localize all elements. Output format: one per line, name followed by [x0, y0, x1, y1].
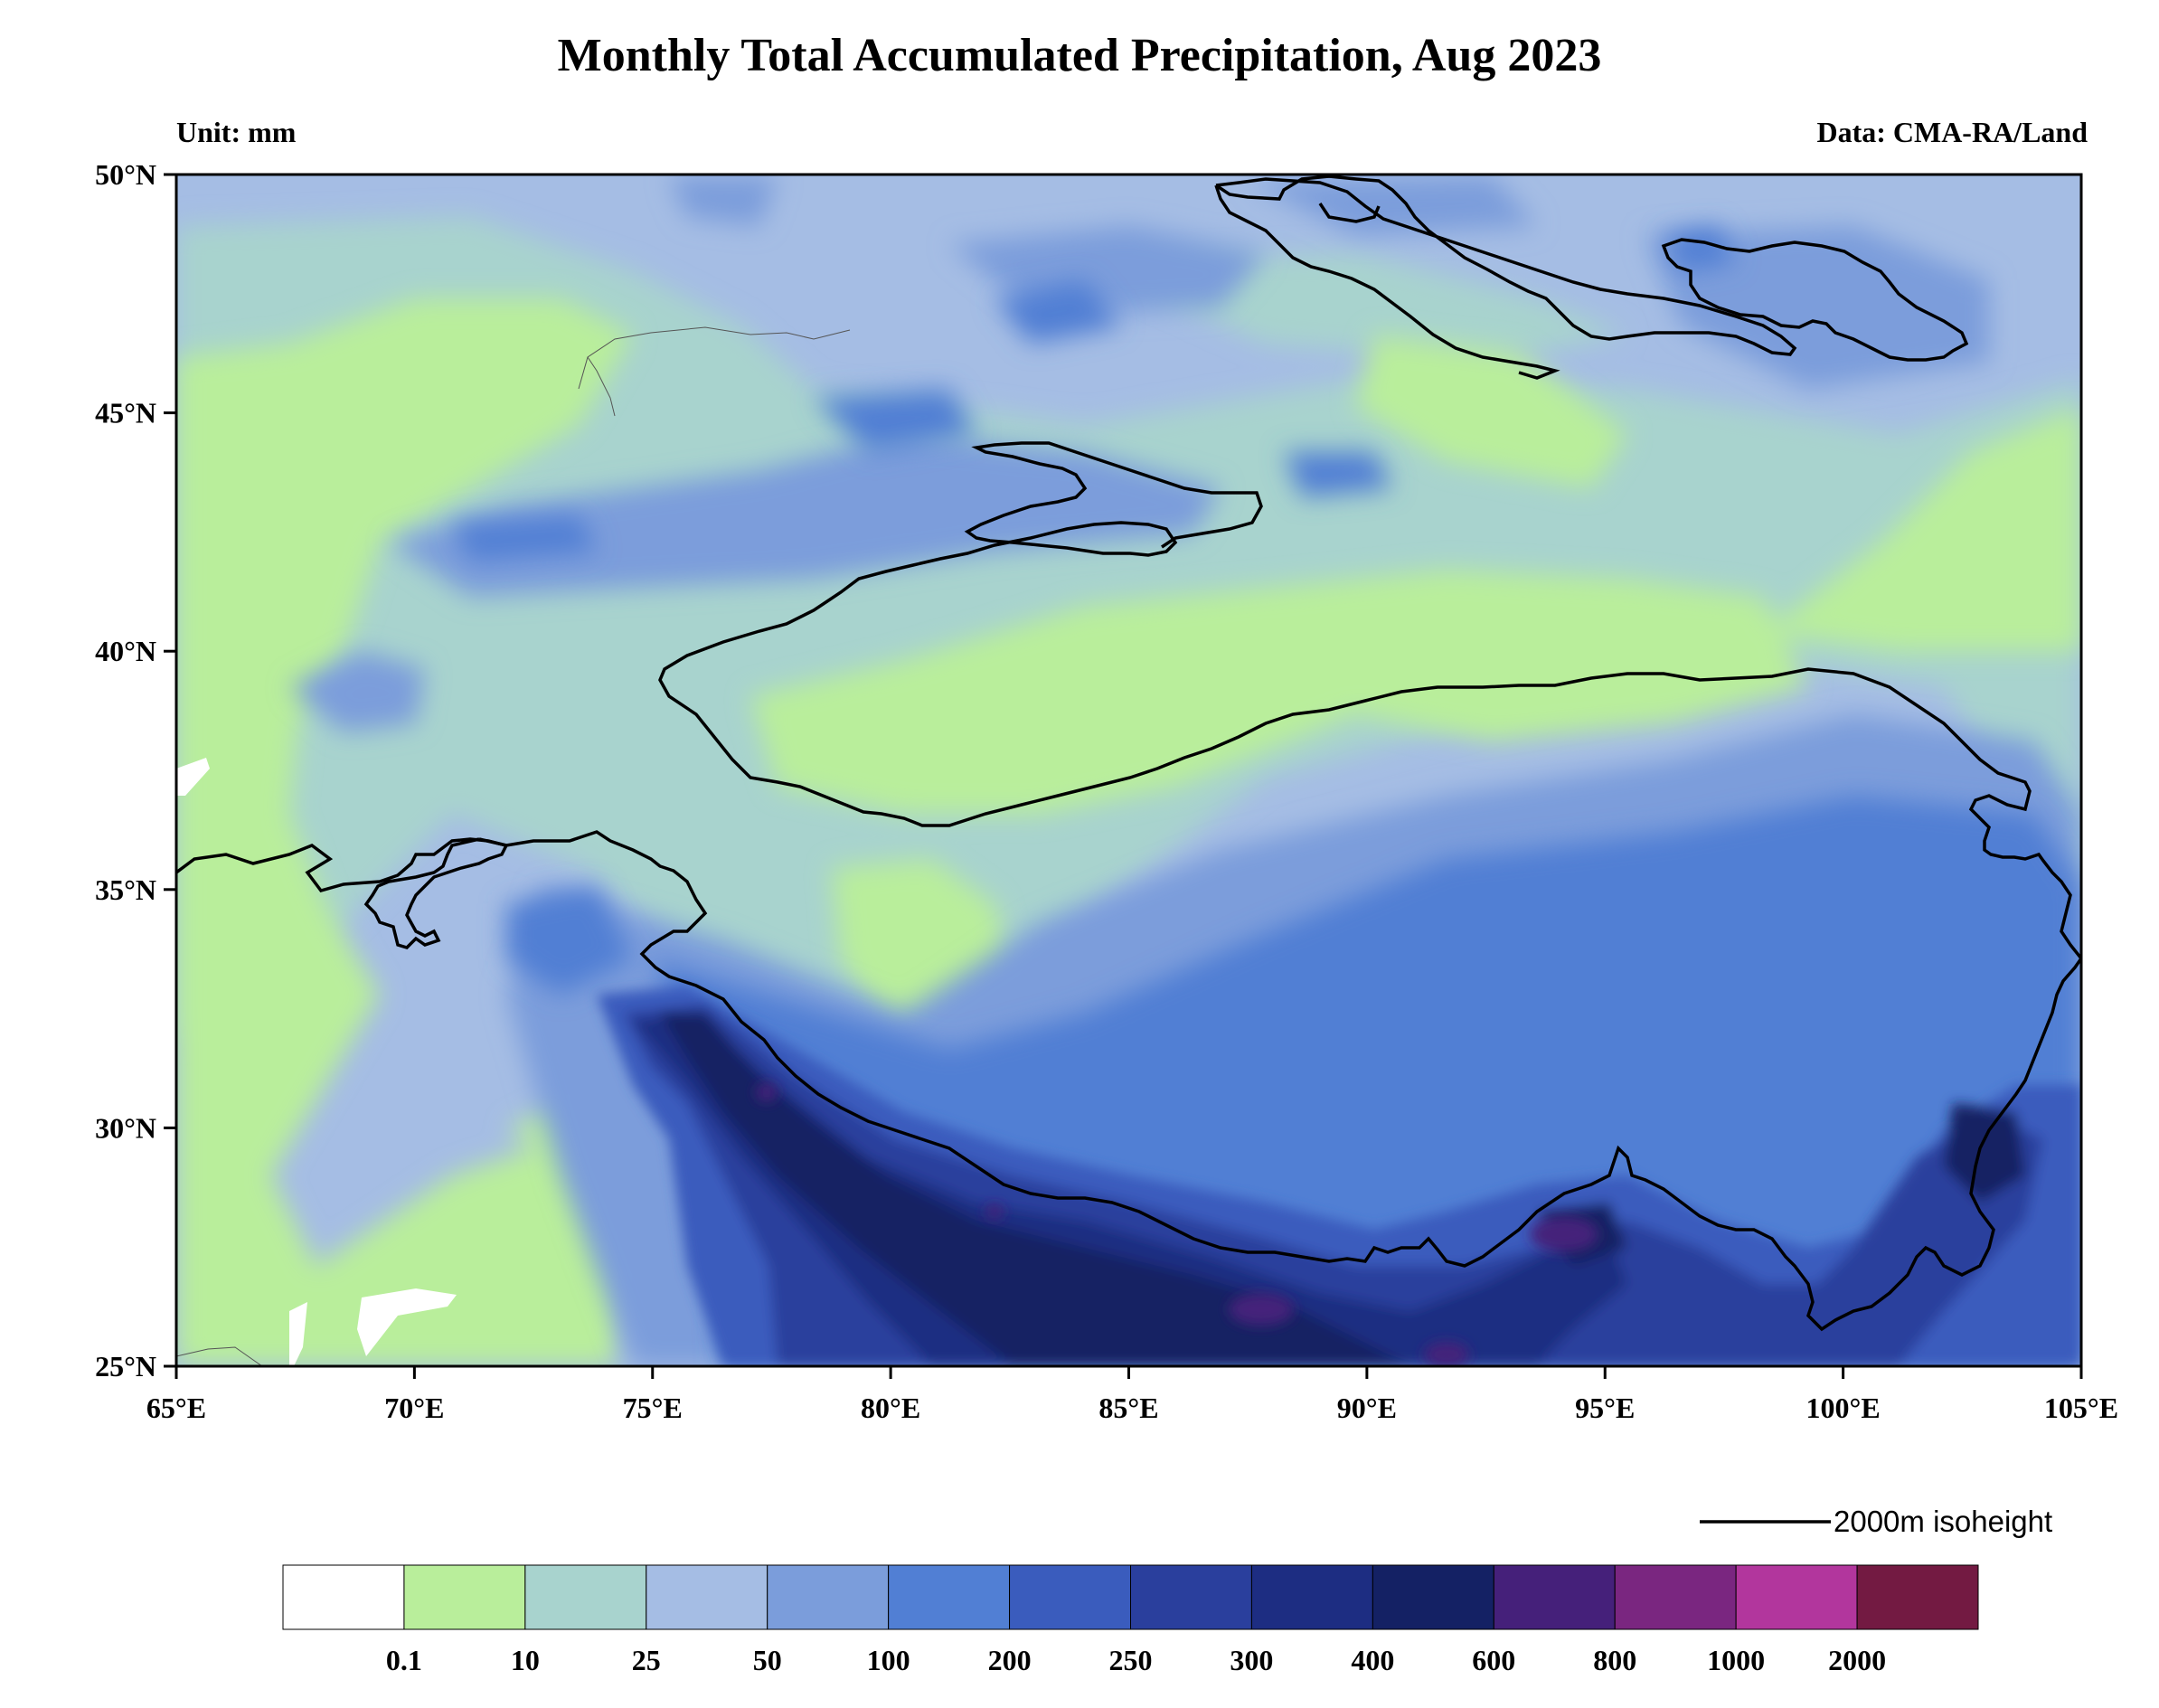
lon-tick-label: 95°E: [1575, 1392, 1635, 1424]
colorbar-label: 1000: [1707, 1644, 1765, 1676]
lon-tick-label: 75°E: [623, 1392, 683, 1424]
colorbar-label: 200: [988, 1644, 1032, 1676]
colorbar-label: 300: [1230, 1644, 1273, 1676]
colorbar-box: [1493, 1564, 1616, 1630]
colorbar-box: [524, 1564, 647, 1630]
colorbar-box: [1009, 1564, 1131, 1630]
precipitation-field: [176, 175, 2081, 1366]
lat-tick-label: 45°N: [95, 397, 156, 429]
lon-tick-label: 65°E: [146, 1392, 206, 1424]
colorbar-label: 100: [867, 1644, 910, 1676]
colorbar-box: [1856, 1564, 1979, 1630]
lat-tick-label: 30°N: [95, 1111, 156, 1144]
lon-tick-label: 70°E: [384, 1392, 444, 1424]
colorbar-label: 250: [1109, 1644, 1153, 1676]
colorbar-box: [1614, 1564, 1737, 1630]
lon-tick-label: 105°E: [2044, 1392, 2118, 1424]
colorbar-box: [1735, 1564, 1858, 1630]
lon-tick-label: 100°E: [1806, 1392, 1881, 1424]
colorbar-box: [282, 1564, 405, 1630]
colorbar-box: [1250, 1564, 1373, 1630]
lat-tick-label: 25°N: [95, 1350, 156, 1382]
boundary-line: [176, 326, 851, 1366]
lon-tick-label: 90°E: [1337, 1392, 1397, 1424]
lat-tick-label: 40°N: [95, 635, 156, 667]
isoheight-legend-label: 2000m isoheight: [1834, 1505, 2052, 1538]
colorbar-label: 0.1: [386, 1644, 422, 1676]
colorbar-label: 10: [511, 1644, 540, 1676]
isoheight-legend: 2000m isoheight: [1700, 1505, 2052, 1538]
axis-ticks: 65°E 70°E 75°E 80°E 85°E 90°E 95°E 100°E 105°E 50…: [95, 158, 2118, 1424]
colorbar-label: 25: [632, 1644, 661, 1676]
data-source-label: Data: CMA-RA/Land: [1816, 116, 2088, 148]
isoheight-contour: [176, 175, 2081, 1332]
colorbar-label: 50: [753, 1644, 782, 1676]
colorbar-box: [767, 1564, 890, 1630]
colorbar-label: 2000: [1828, 1644, 1886, 1676]
unit-label: Unit: mm: [176, 116, 297, 148]
colorbar-label: 800: [1593, 1644, 1636, 1676]
colorbar: 0.1 10 25 50 100 200 250 300 400 600 800 1000 2000: [282, 1564, 1979, 1676]
colorbar-box: [403, 1564, 526, 1630]
colorbar-box: [1372, 1564, 1494, 1630]
colorbar-box: [1130, 1564, 1252, 1630]
colorbar-box: [646, 1564, 768, 1630]
lon-tick-label: 85°E: [1098, 1392, 1158, 1424]
colorbar-label: 600: [1472, 1644, 1515, 1676]
lon-tick-label: 80°E: [861, 1392, 920, 1424]
colorbar-label: 400: [1351, 1644, 1394, 1676]
lat-tick-label: 35°N: [95, 873, 156, 906]
map-title: Monthly Total Accumulated Precipitation,…: [557, 30, 1602, 81]
lat-tick-label: 50°N: [95, 158, 156, 191]
colorbar-box: [888, 1564, 1011, 1630]
